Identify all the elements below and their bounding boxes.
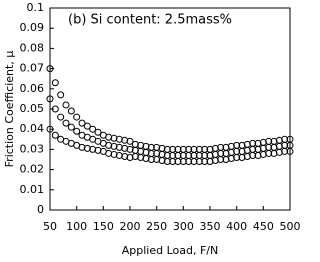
point: [163, 145, 171, 153]
x-tick-label: 50: [43, 220, 57, 233]
point: [217, 143, 225, 151]
point: [206, 145, 214, 153]
point: [105, 149, 113, 157]
point: [51, 105, 59, 113]
point: [254, 139, 262, 147]
y-tick-label: 0.02: [20, 163, 45, 176]
y-tick-label: 0.05: [20, 102, 45, 115]
point: [78, 143, 86, 151]
point: [62, 119, 70, 127]
x-tick-label: 150: [93, 220, 114, 233]
x-tick-label: 450: [253, 220, 274, 233]
y-tick-label: 0.04: [20, 122, 45, 135]
plot-frame: [49, 7, 291, 211]
point: [275, 136, 283, 144]
y-axis-label: Friction Coefficient, μ: [3, 51, 16, 168]
point: [158, 144, 166, 152]
point: [73, 127, 81, 135]
point: [62, 101, 70, 109]
point: [281, 135, 289, 143]
point: [51, 79, 59, 87]
point: [115, 143, 123, 151]
point: [265, 137, 273, 145]
point: [126, 153, 134, 161]
point: [142, 142, 150, 150]
point: [227, 142, 235, 150]
point: [57, 113, 65, 121]
point: [115, 151, 123, 159]
x-tick-label: 300: [173, 220, 194, 233]
x-tick-label: 500: [280, 220, 301, 233]
x-axis-label: Applied Load, F/N: [122, 244, 219, 257]
point: [185, 145, 193, 153]
chart: (b) Si content: 2.5mass% Applied Load, F…: [3, 1, 301, 257]
y-tick-label: 0.08: [20, 41, 45, 54]
point: [249, 139, 257, 147]
y-tick-label: 0.09: [20, 21, 45, 34]
point: [105, 141, 113, 149]
point: [46, 65, 54, 73]
point: [89, 125, 97, 133]
point: [195, 145, 203, 153]
point: [51, 131, 59, 139]
point: [67, 107, 75, 115]
point: [201, 145, 209, 153]
point: [121, 152, 129, 160]
y-tick-label: 0.06: [20, 82, 45, 95]
point: [83, 144, 91, 152]
point: [78, 119, 86, 127]
chart-title: (b) Si content: 2.5mass%: [68, 13, 232, 28]
y-tick-label: 0: [37, 203, 44, 216]
x-tick-label: 250: [146, 220, 167, 233]
point: [46, 125, 54, 133]
point: [110, 134, 118, 142]
point: [169, 145, 177, 153]
y-tick-label: 0.01: [20, 183, 45, 196]
point: [67, 123, 75, 131]
point: [190, 145, 198, 153]
point: [270, 137, 278, 145]
y-tick-label: 0.03: [20, 142, 45, 155]
point: [46, 95, 54, 103]
point: [222, 143, 230, 151]
point: [57, 91, 65, 99]
point: [147, 143, 155, 151]
point: [110, 142, 118, 150]
point: [233, 141, 241, 149]
point: [238, 141, 246, 149]
point: [115, 135, 123, 143]
point: [259, 138, 267, 146]
point: [94, 128, 102, 136]
point: [131, 140, 139, 148]
point: [137, 141, 145, 149]
point: [73, 113, 81, 121]
point: [286, 135, 294, 143]
x-tick-label: 100: [66, 220, 87, 233]
point: [179, 145, 187, 153]
point: [211, 144, 219, 152]
point: [126, 137, 134, 145]
point: [105, 133, 113, 141]
x-tick-label: 400: [226, 220, 247, 233]
point: [243, 140, 251, 148]
point: [153, 143, 161, 151]
point: [89, 145, 97, 153]
x-tick-label: 350: [200, 220, 221, 233]
point: [83, 122, 91, 130]
x-tick-label: 200: [120, 220, 141, 233]
y-tick-label: 0.07: [20, 62, 45, 75]
point: [94, 146, 102, 154]
y-tick-label: 0.1: [27, 1, 45, 14]
point: [121, 136, 129, 144]
point: [174, 145, 182, 153]
point: [126, 145, 134, 153]
point: [110, 150, 118, 158]
point: [121, 144, 129, 152]
